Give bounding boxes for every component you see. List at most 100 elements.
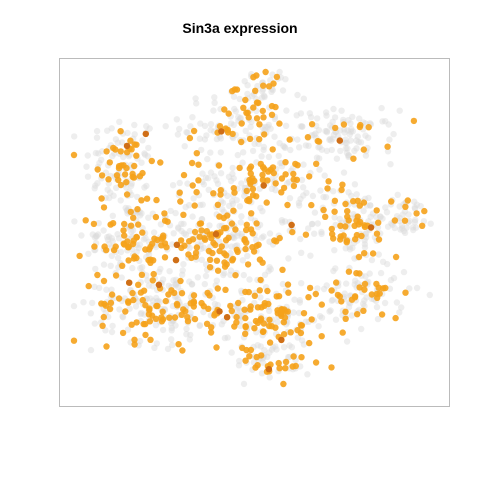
cell-point-background	[205, 186, 212, 193]
cell-point-expressing	[221, 106, 228, 113]
cell-point-background	[116, 118, 123, 126]
cell-point-expressing	[268, 111, 276, 119]
cell-point-background	[211, 94, 218, 101]
cell-point-expressing	[290, 170, 297, 178]
cell-point-expressing	[140, 287, 148, 294]
cell-point-expressing	[262, 68, 269, 76]
cell-point-background	[297, 110, 305, 117]
cell-point-background	[349, 113, 356, 121]
cell-point-background	[323, 112, 330, 119]
cell-point-background	[124, 326, 132, 333]
cell-point-background	[314, 220, 321, 227]
cell-point-background	[397, 226, 404, 233]
cell-point-expressing	[222, 286, 229, 293]
cell-point-background	[322, 127, 329, 135]
cell-point-background	[197, 120, 204, 127]
cell-point-background	[379, 258, 387, 265]
cell-point-expressing	[130, 174, 138, 181]
cell-point-expressing	[207, 329, 215, 336]
cell-point-background	[247, 214, 255, 222]
cell-point-background	[358, 325, 365, 333]
cell-point-background	[299, 123, 306, 130]
cell-point-expressing	[265, 83, 273, 90]
cell-point-background	[162, 123, 169, 130]
cell-point-expressing	[261, 131, 268, 138]
cell-point-background	[199, 201, 206, 208]
cell-point-background	[123, 184, 130, 191]
cell-point-expressing	[252, 87, 259, 95]
cell-point-background	[108, 125, 115, 132]
cell-point-expressing	[312, 359, 320, 366]
cell-point-background	[351, 147, 358, 154]
cell-point-expressing	[259, 176, 267, 183]
cell-point-expressing	[99, 322, 106, 329]
cell-point-background	[206, 222, 213, 229]
cell-point-expressing	[107, 221, 114, 228]
cell-point-background	[345, 152, 352, 159]
cell-point-expressing	[342, 308, 349, 315]
cell-point-background	[244, 252, 251, 260]
cell-point-background	[281, 144, 289, 151]
cell-point-expressing	[139, 229, 146, 236]
cell-point-expressing	[243, 187, 250, 195]
cell-point-background	[316, 313, 324, 320]
cell-point-expressing	[391, 217, 399, 224]
cell-point-high-expressing	[142, 130, 149, 138]
cell-point-background	[181, 143, 188, 150]
cell-point-background	[314, 115, 321, 122]
cell-point-background	[265, 121, 272, 129]
cell-point-background	[288, 344, 296, 351]
cell-point-background	[330, 188, 337, 195]
cell-point-background	[172, 281, 180, 289]
cell-point-background	[95, 220, 102, 227]
cell-point-background	[367, 202, 374, 209]
cell-point-background	[167, 207, 174, 215]
cell-point-background	[142, 235, 149, 242]
cell-point-background	[104, 236, 112, 243]
cell-point-background	[152, 322, 160, 329]
cell-point-expressing	[128, 146, 135, 153]
cell-point-expressing	[113, 172, 121, 179]
cell-point-background	[318, 230, 325, 238]
cell-point-background	[198, 146, 205, 154]
cell-point-expressing	[100, 204, 108, 211]
cell-point-background	[353, 191, 360, 198]
cell-point-expressing	[312, 290, 319, 298]
cell-point-expressing	[200, 303, 207, 310]
cell-point-background	[342, 139, 349, 147]
cell-point-background	[187, 123, 194, 130]
cell-point-background	[300, 95, 307, 102]
cell-point-background	[399, 225, 406, 232]
cell-point-background	[129, 264, 136, 272]
cell-point-expressing	[139, 169, 146, 177]
cell-point-background	[259, 359, 267, 366]
cell-point-expressing	[229, 257, 236, 264]
cell-point-expressing	[221, 250, 228, 257]
cell-point-background	[332, 221, 339, 229]
cell-point-background	[229, 200, 236, 208]
cell-point-background	[93, 127, 101, 135]
cell-point-expressing	[282, 159, 289, 166]
cell-point-background	[384, 223, 392, 230]
cell-point-background	[201, 280, 208, 288]
cell-point-background	[196, 322, 204, 329]
cell-point-expressing	[324, 185, 331, 192]
cell-point-background	[186, 278, 193, 285]
cell-point-expressing	[378, 311, 386, 318]
cell-point-background	[316, 143, 323, 151]
cell-point-background	[91, 283, 98, 290]
cell-point-expressing	[365, 124, 372, 131]
cell-point-expressing	[402, 203, 409, 210]
cell-point-background	[326, 136, 333, 144]
cell-point-expressing	[201, 236, 209, 243]
cell-point-expressing	[282, 171, 289, 178]
cell-point-background	[296, 297, 303, 304]
cell-point-background	[309, 192, 317, 200]
cell-point-background	[138, 210, 145, 217]
cell-point-expressing	[284, 201, 291, 209]
cell-point-background	[244, 90, 251, 98]
cell-point-expressing	[98, 172, 106, 179]
cell-point-background	[331, 114, 339, 121]
cell-point-expressing	[188, 254, 195, 262]
cell-point-background	[108, 252, 116, 260]
